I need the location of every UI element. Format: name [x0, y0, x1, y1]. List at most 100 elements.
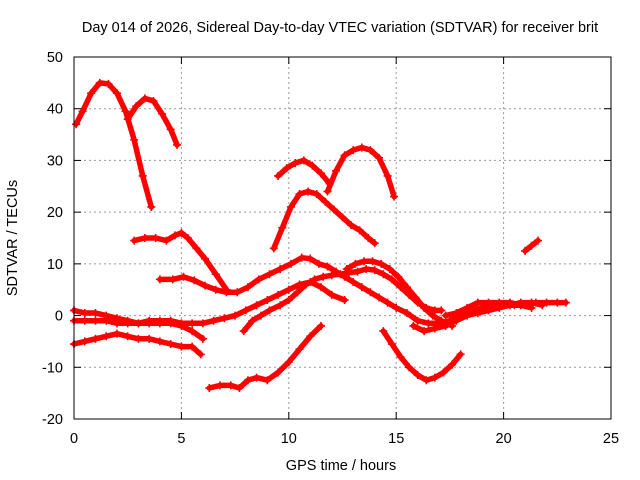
- data-point: [347, 221, 356, 230]
- data-point: [284, 285, 293, 294]
- data-point: [437, 316, 446, 325]
- data-point: [166, 319, 175, 328]
- series-arc-6: [70, 316, 207, 343]
- data-point: [473, 298, 482, 307]
- data-point: [516, 301, 525, 310]
- data-point: [362, 265, 371, 274]
- data-point: [327, 290, 336, 299]
- series-line: [380, 328, 464, 383]
- data-point: [306, 332, 315, 341]
- data-point: [527, 241, 536, 250]
- data-point: [91, 316, 100, 325]
- data-point: [317, 321, 326, 330]
- data-point: [211, 270, 220, 279]
- data-point: [430, 324, 439, 333]
- data-point: [448, 360, 457, 369]
- data-point: [252, 373, 261, 382]
- data-point: [329, 205, 338, 214]
- data-point: [121, 107, 130, 116]
- series-arc-14: [379, 327, 465, 385]
- data-point: [102, 316, 111, 325]
- data-point: [364, 234, 373, 242]
- data-point: [252, 301, 261, 310]
- data-point: [274, 368, 283, 377]
- data-point: [239, 327, 248, 336]
- data-point: [201, 254, 210, 263]
- data-point: [321, 197, 330, 206]
- data-point: [527, 303, 536, 312]
- data-point: [198, 319, 207, 328]
- data-point: [226, 381, 235, 390]
- y-tick-label: -10: [42, 360, 63, 376]
- data-point: [241, 306, 250, 315]
- data-point: [359, 257, 368, 266]
- data-point: [284, 358, 293, 367]
- data-point: [387, 275, 396, 284]
- data-point: [355, 226, 364, 235]
- data-point: [112, 89, 121, 98]
- data-point: [220, 314, 229, 323]
- data-point: [286, 202, 295, 211]
- data-point: [420, 327, 429, 336]
- data-point: [72, 120, 81, 129]
- x-tick-label: 0: [70, 431, 78, 447]
- data-point: [297, 253, 306, 262]
- data-point: [340, 151, 349, 160]
- data-point: [424, 319, 433, 328]
- plot-frame: [73, 56, 612, 420]
- data-point: [123, 319, 132, 328]
- axis-ticks: [73, 56, 612, 420]
- data-point: [349, 277, 358, 286]
- series-arc-1: [72, 78, 156, 211]
- data-point: [145, 334, 154, 343]
- data-point: [402, 308, 411, 317]
- y-tick-label: 50: [47, 50, 63, 66]
- series-arc-13: [342, 257, 457, 330]
- data-point: [235, 383, 244, 392]
- series-arc-2: [123, 94, 182, 149]
- data-point: [387, 340, 396, 349]
- data-point: [409, 321, 418, 330]
- data-point: [383, 298, 392, 307]
- y-tick-label: 10: [47, 257, 63, 273]
- data-point: [422, 376, 431, 385]
- series-arc-16: [441, 298, 536, 320]
- data-point: [375, 293, 384, 302]
- data-point: [301, 280, 310, 289]
- x-tick-label: 15: [388, 431, 404, 447]
- data-point: [177, 228, 186, 237]
- data-point: [495, 298, 504, 307]
- data-point: [310, 275, 319, 284]
- data-point: [269, 244, 278, 253]
- y-axis-label: SDTVAR / TECUs: [5, 180, 21, 296]
- y-tick-label: -20: [42, 412, 63, 428]
- data-point: [394, 272, 403, 281]
- data-point: [177, 321, 186, 330]
- data-point: [332, 166, 341, 175]
- data-point: [441, 311, 450, 320]
- data-point: [162, 236, 171, 245]
- data-point: [265, 306, 274, 315]
- series-line: [240, 266, 445, 334]
- data-point: [392, 303, 401, 312]
- data-point: [385, 265, 394, 274]
- data-point: [413, 371, 422, 380]
- data-point: [102, 332, 111, 341]
- data-point: [205, 383, 214, 392]
- data-point: [366, 146, 375, 155]
- y-tick-label: 40: [47, 102, 63, 118]
- series-arc-12: [323, 143, 399, 201]
- data-point: [158, 109, 167, 118]
- data-point: [276, 301, 285, 310]
- data-point: [155, 275, 164, 284]
- data-point: [405, 363, 414, 372]
- data-point: [209, 316, 218, 325]
- data-point: [377, 259, 386, 268]
- data-point: [188, 342, 197, 351]
- data-point: [155, 319, 164, 328]
- data-point: [183, 234, 192, 242]
- data-point: [211, 285, 220, 294]
- data-point: [521, 246, 530, 255]
